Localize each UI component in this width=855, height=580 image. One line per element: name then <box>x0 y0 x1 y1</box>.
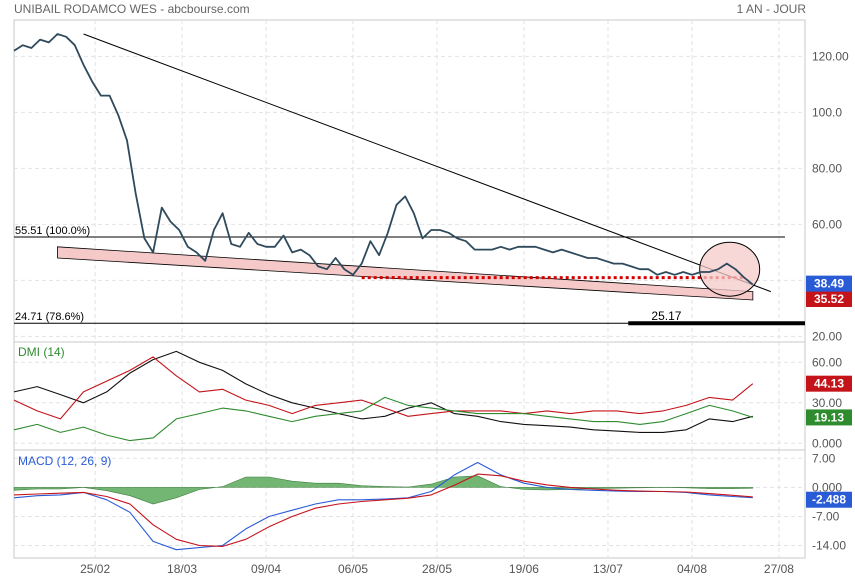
dmi-di-plus-label-bg <box>806 375 852 392</box>
macd-value-label: -2.488 <box>806 491 852 508</box>
macd-panel-frame <box>13 449 806 559</box>
fib-100-label: 55.51 (100.0%) <box>15 225 90 237</box>
chart-title: UNIBAIL RODAMCO WES - abcbourse.com <box>14 2 250 16</box>
low-value-label: 25.17 <box>651 309 681 323</box>
price-last-label-text: 38.49 <box>814 277 844 291</box>
macd-line <box>13 473 753 547</box>
x-tick-label: 28/05 <box>422 562 452 576</box>
fib-786-label: 24.71 (78.6%) <box>15 311 84 323</box>
dmi-line <box>13 350 753 433</box>
x-tick-label: 25/02 <box>80 562 110 576</box>
macd-histogram <box>13 475 754 505</box>
y-tick-label: 0.000 <box>812 436 842 450</box>
y-tick-label: 60.00 <box>812 217 842 231</box>
dmi-di-minus-label-bg <box>806 409 852 426</box>
dmi-line <box>13 356 754 420</box>
dmi-di-minus-label-text: 19.13 <box>814 410 844 424</box>
y-tick-label: 0.000 <box>812 480 842 494</box>
price-lines <box>13 33 754 286</box>
dmi-title: DMI (14) <box>18 345 65 359</box>
price-support-label-bg <box>806 291 852 307</box>
y-tick-label: 60.00 <box>812 355 842 369</box>
macd-grid <box>14 450 805 558</box>
downtrend-line <box>83 33 772 293</box>
dmi-value-labels: 44.13 19.13 <box>806 375 852 426</box>
price-support-label-text: 35.52 <box>814 292 844 306</box>
price-grid <box>14 20 805 342</box>
price-last-label: 38.49 <box>806 275 852 292</box>
macd-title: MACD (12, 26, 9) <box>18 454 111 468</box>
x-tick-label: 04/08 <box>677 562 707 576</box>
x-tick-label: 09/04 <box>251 562 281 576</box>
x-tick-label: 13/07 <box>593 562 623 576</box>
price-last-label-bg <box>806 275 852 292</box>
macd-histogram-area <box>13 475 754 505</box>
x-tick-label: 06/05 <box>338 562 368 576</box>
x-tick-label: 19/06 <box>509 562 539 576</box>
price-support-label: 35.52 <box>806 291 852 307</box>
price-overlays: 55.51 (100.0%) 24.71 (78.6%) 25.17 <box>14 33 805 326</box>
y-tick-label: 100.0 <box>812 105 842 119</box>
macd-panel: 7.00 0.000 -7.00 -14.00 -2.488 MACD (12, 26… <box>13 449 852 559</box>
macd-value-label-text: -2.488 <box>812 493 846 507</box>
dmi-line <box>13 396 753 442</box>
dmi-di-minus-label: 19.13 <box>806 409 852 426</box>
dmi-di-plus-label-text: 44.13 <box>814 377 844 391</box>
macd-y-axis: 7.00 0.000 -7.00 -14.00 <box>812 451 846 552</box>
period-label: 1 AN - JOUR <box>737 2 807 16</box>
y-tick-label: 80.00 <box>812 161 842 175</box>
dmi-grid <box>14 342 805 450</box>
y-tick-label: 7.00 <box>812 451 836 465</box>
macd-value-labels: -2.488 <box>806 491 852 508</box>
macd-value-label-bg <box>806 491 852 508</box>
dmi-lines <box>13 350 754 442</box>
dmi-di-plus-label: 44.13 <box>806 375 852 392</box>
x-axis: 25/02 18/03 09/04 06/05 28/05 19/06 13/07 04/08… <box>80 562 794 576</box>
y-tick-label: 120.00 <box>812 49 849 63</box>
y-tick-label: -14.00 <box>812 539 846 553</box>
trend-channel-band <box>57 246 754 301</box>
macd-line <box>13 461 753 551</box>
y-tick-label: 30.00 <box>812 396 842 410</box>
y-tick-label: -7.00 <box>812 509 840 523</box>
dmi-panel-frame <box>13 341 806 451</box>
macd-lines <box>13 461 753 551</box>
dmi-y-axis: 60.00 30.00 0.000 <box>812 355 842 450</box>
price-line <box>13 33 754 286</box>
x-tick-label: 27/08 <box>764 562 794 576</box>
dmi-panel: 60.00 30.00 0.000 44.13 19.13 DMI (14) <box>13 341 852 451</box>
price-panel: 55.51 (100.0%) 24.71 (78.6%) 25.17 120.00 1… <box>13 19 852 343</box>
highlight-circle <box>699 241 761 297</box>
x-tick-label: 18/03 <box>167 562 197 576</box>
y-tick-label: 20.00 <box>812 329 842 343</box>
